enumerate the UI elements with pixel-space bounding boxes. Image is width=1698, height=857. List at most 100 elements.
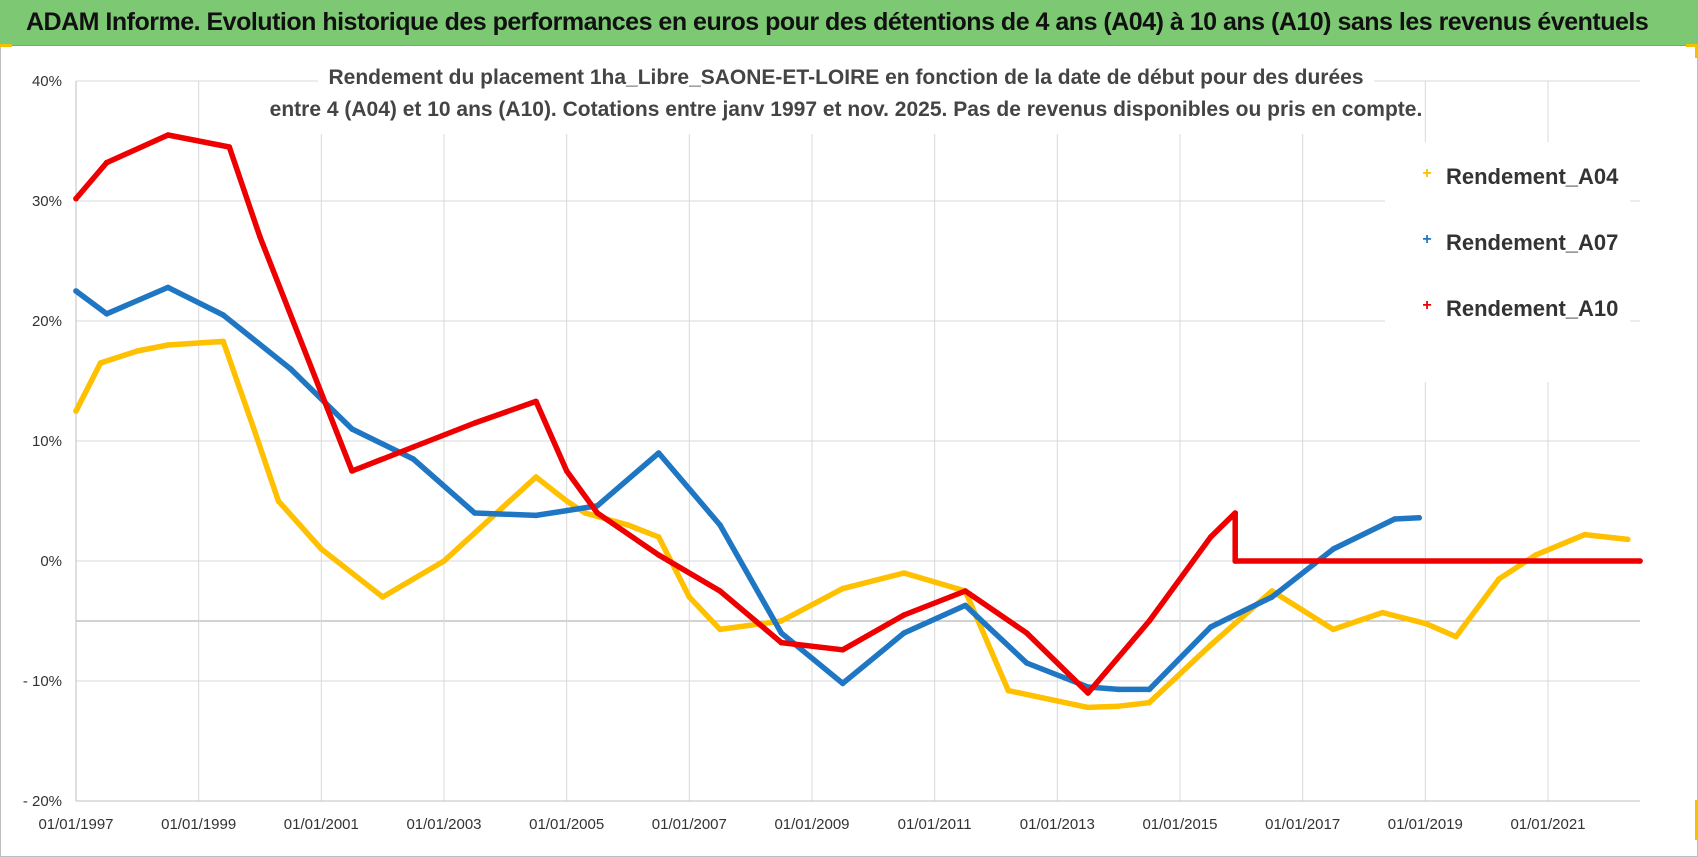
data-point bbox=[1269, 588, 1275, 594]
data-point bbox=[717, 626, 723, 633]
data-point bbox=[251, 426, 257, 432]
x-tick-label: 01/01/2019 bbox=[1388, 816, 1463, 833]
data-point bbox=[1207, 624, 1214, 630]
data-point bbox=[257, 234, 263, 240]
x-tick-label: 01/01/2011 bbox=[898, 816, 972, 833]
corner-mark-top-left bbox=[0, 44, 12, 47]
data-point bbox=[839, 680, 846, 687]
y-tick-label: 20% bbox=[32, 313, 62, 330]
data-point bbox=[901, 612, 907, 618]
data-point bbox=[134, 348, 141, 354]
data-point bbox=[1532, 552, 1539, 558]
data-point bbox=[686, 594, 693, 600]
data-point bbox=[1391, 516, 1398, 522]
data-point bbox=[533, 474, 539, 480]
data-point bbox=[1146, 686, 1153, 693]
data-point bbox=[655, 450, 662, 456]
data-point bbox=[410, 456, 417, 462]
data-point bbox=[839, 647, 846, 653]
data-point bbox=[97, 360, 104, 366]
data-point bbox=[1115, 703, 1122, 709]
data-point bbox=[1269, 594, 1275, 600]
header-bar: ADAM Informe. Evolution historique des p… bbox=[0, 0, 1698, 46]
data-point bbox=[226, 144, 233, 150]
legend-item-a07: + Rendement_A07 bbox=[1422, 230, 1618, 255]
data-point bbox=[318, 390, 325, 396]
y-tick-label: 40% bbox=[32, 73, 62, 90]
data-point bbox=[839, 585, 846, 592]
legend-label-a07: Rendement_A07 bbox=[1446, 230, 1618, 255]
data-point bbox=[778, 630, 785, 636]
corner-mark-bottom-right bbox=[1695, 800, 1698, 840]
data-point bbox=[220, 338, 226, 345]
legend-item-a04: + Rendement_A04 bbox=[1422, 164, 1619, 189]
y-tick-label: 10% bbox=[32, 433, 62, 450]
data-point bbox=[379, 594, 386, 600]
data-point bbox=[1085, 704, 1091, 711]
legend: + Rendement_A04 + Rendement_A07 + Rendem… bbox=[1422, 164, 1619, 321]
legend-label-a10: Rendement_A10 bbox=[1446, 296, 1618, 321]
data-point bbox=[778, 639, 785, 646]
corner-mark-top-right-v bbox=[1695, 44, 1698, 58]
data-point bbox=[1023, 660, 1030, 666]
data-point bbox=[1232, 510, 1238, 516]
data-point bbox=[349, 468, 355, 474]
chart-title-line-2: entre 4 (A04) et 10 ans (A10). Cotations… bbox=[270, 98, 1423, 121]
series-line-rendement-a04 bbox=[73, 338, 1631, 711]
data-point bbox=[1146, 699, 1153, 706]
x-tick-label: 01/01/2021 bbox=[1510, 816, 1585, 833]
data-point bbox=[655, 534, 662, 540]
x-tick-label: 01/01/2007 bbox=[652, 816, 727, 833]
x-tick-label: 01/01/2017 bbox=[1265, 816, 1340, 833]
data-point bbox=[717, 522, 723, 528]
performance-chart: - 20% - 10% 0% 10% 20% 30% 40% 01/01/1997 01/01/… bbox=[23, 58, 1643, 833]
legend-marker-a07: + bbox=[1422, 231, 1431, 248]
x-tick-label: 01/01/1999 bbox=[161, 816, 236, 833]
data-point bbox=[1624, 536, 1631, 543]
data-point bbox=[1582, 531, 1588, 538]
y-tick-label: - 10% bbox=[23, 673, 62, 690]
data-point bbox=[103, 311, 110, 317]
x-tick-label: 01/01/1997 bbox=[38, 816, 113, 833]
data-point bbox=[1379, 609, 1386, 616]
data-point bbox=[349, 426, 355, 432]
data-point bbox=[1207, 642, 1214, 648]
x-tick-label: 01/01/2001 bbox=[284, 816, 359, 833]
data-point bbox=[1416, 515, 1422, 521]
data-point bbox=[1005, 687, 1012, 694]
data-point bbox=[165, 284, 171, 291]
data-point bbox=[1023, 630, 1030, 636]
data-point bbox=[73, 288, 79, 294]
data-point bbox=[220, 312, 226, 318]
y-tick-label: 0% bbox=[40, 553, 62, 570]
data-point bbox=[1330, 626, 1337, 633]
legend-label-a04: Rendement_A04 bbox=[1446, 164, 1619, 189]
corner-mark-top-right bbox=[1686, 44, 1698, 47]
data-point bbox=[594, 510, 601, 516]
data-point bbox=[471, 510, 478, 516]
series-line-rendement-a07 bbox=[73, 284, 1422, 693]
x-tick-label: 01/01/2015 bbox=[1142, 816, 1217, 833]
data-point bbox=[1422, 620, 1429, 627]
data-point bbox=[901, 630, 907, 636]
x-tick-label: 01/01/2005 bbox=[529, 816, 604, 833]
data-point bbox=[1453, 633, 1459, 640]
series-group bbox=[73, 132, 1643, 711]
data-point bbox=[717, 588, 723, 594]
y-tick-label: - 20% bbox=[23, 793, 62, 810]
data-point bbox=[1496, 576, 1502, 582]
data-point bbox=[533, 398, 539, 405]
header-title: ADAM Informe. Evolution historique des p… bbox=[26, 8, 1649, 36]
data-point bbox=[410, 444, 417, 450]
data-point bbox=[318, 546, 325, 552]
data-point bbox=[962, 588, 969, 594]
data-point bbox=[73, 195, 79, 202]
data-point bbox=[1232, 558, 1238, 564]
data-point bbox=[582, 510, 588, 516]
data-point bbox=[655, 552, 662, 558]
data-point bbox=[165, 132, 171, 138]
legend-item-a10: + Rendement_A10 bbox=[1422, 296, 1618, 321]
legend-background bbox=[1385, 142, 1630, 382]
data-point bbox=[563, 498, 570, 504]
data-point bbox=[103, 159, 110, 166]
